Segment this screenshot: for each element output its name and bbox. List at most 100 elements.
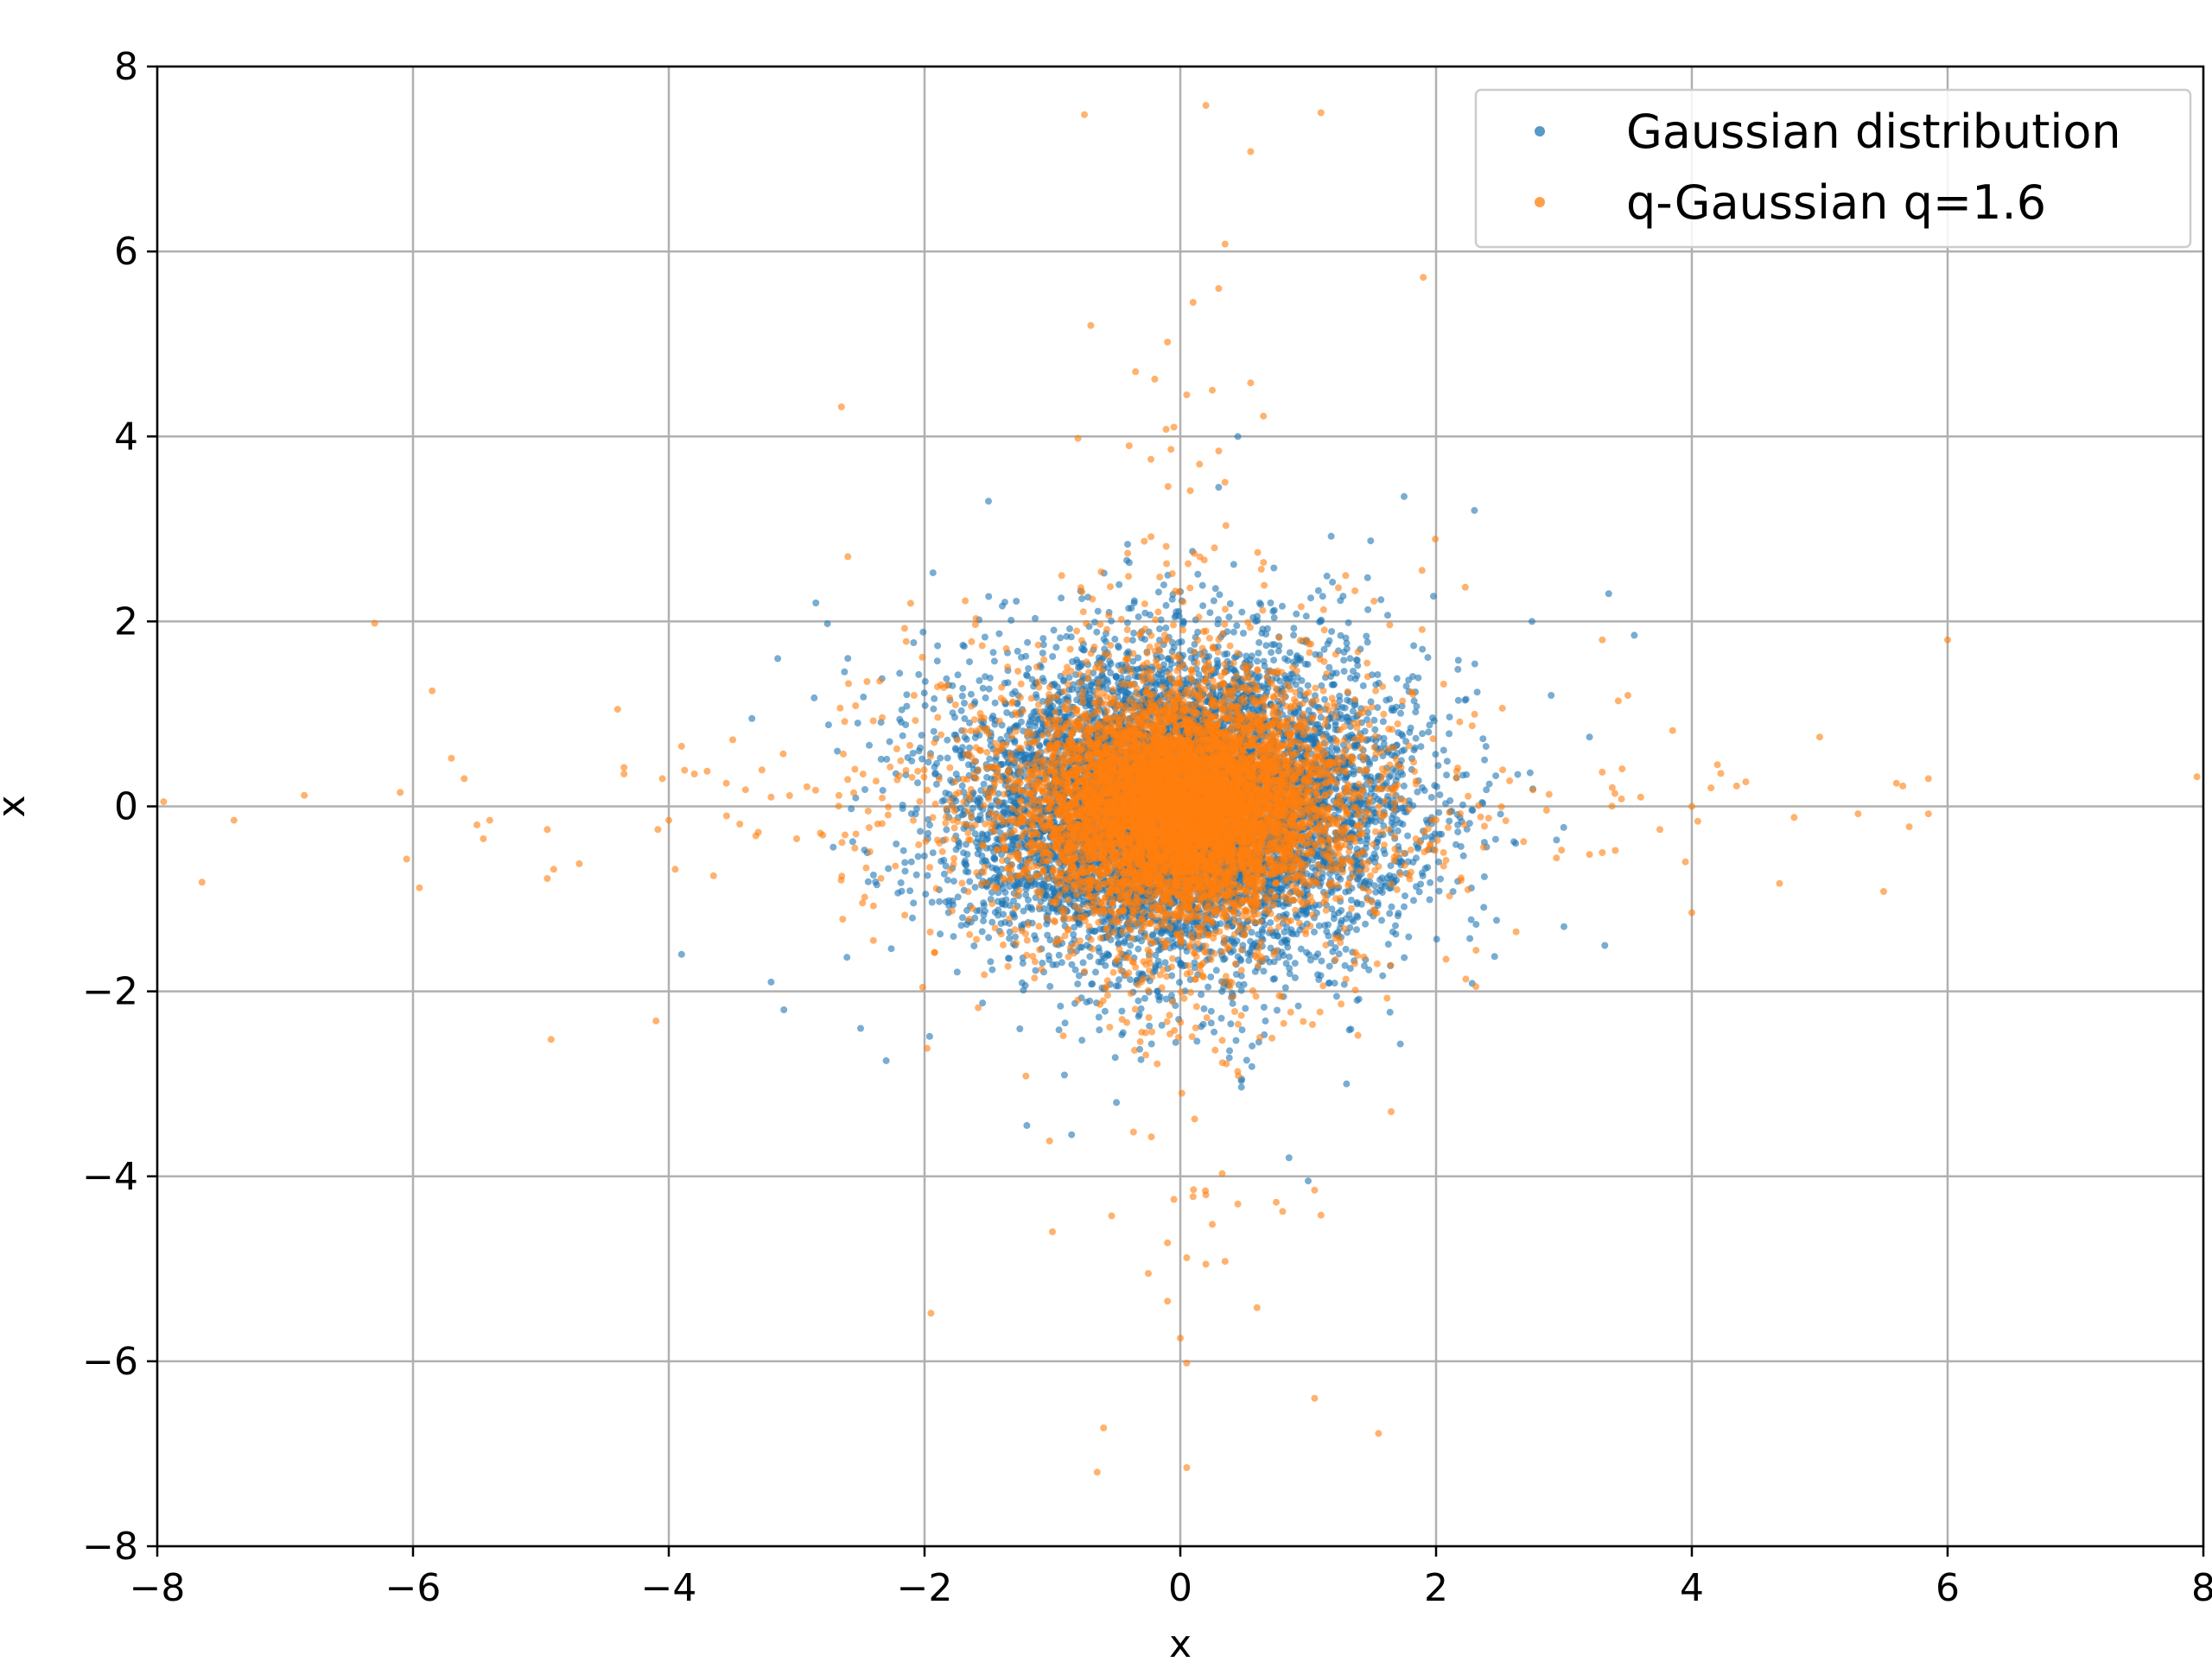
gaussian-point [1006,935,1013,942]
gaussian-point [1078,1037,1085,1044]
gaussian-point [902,868,909,875]
gaussian-point [1436,791,1443,798]
gaussian-point [1080,959,1087,966]
gaussian-point [1305,661,1312,668]
gaussian-point [893,841,899,847]
gaussian-point [1230,561,1237,568]
gaussian-point [1275,648,1282,655]
gaussian-point [1084,999,1090,1005]
gaussian-point [982,695,989,701]
gaussian-point [925,830,931,837]
gaussian-point [934,643,941,650]
gaussian-point [1208,1008,1215,1015]
gaussian-point [998,920,1005,927]
gaussian-point [1497,810,1504,817]
gaussian-point [919,629,926,636]
gaussian-point [1364,606,1371,613]
gaussian-point [1333,993,1340,999]
gaussian-point [959,642,966,649]
gaussian-point [921,853,928,860]
gaussian-point [976,677,982,684]
gaussian-point [861,786,868,793]
gaussian-point [1416,888,1423,895]
gaussian-point [1226,1047,1233,1054]
gaussian-point [1207,974,1214,980]
gaussian-point [1058,594,1065,601]
gaussian-point [1419,870,1426,877]
gaussian-point [944,737,950,744]
gaussian-point [966,879,973,885]
gaussian-point [1328,533,1335,540]
gaussian-point [1553,836,1560,843]
gaussian-point [1428,794,1435,801]
gaussian-point [1199,602,1206,609]
gaussian-point [1419,646,1426,653]
gaussian-point [1243,1056,1250,1063]
gaussian-point [1020,908,1027,915]
gaussian-point [1213,967,1220,974]
gaussian-point [1270,976,1277,983]
gaussian-point [1483,786,1490,793]
gaussian-point [1481,757,1488,764]
gaussian-point [972,884,979,891]
gaussian-point [929,899,936,906]
gaussian-point [1385,941,1392,948]
gaussian-point [841,669,848,676]
gaussian-point [1303,949,1310,956]
gaussian-point [1282,984,1289,991]
gaussian-point [959,783,966,790]
gaussian-point [1245,957,1252,964]
gaussian-point [1425,728,1432,735]
gaussian-point [1354,997,1361,1004]
gaussian-point [1262,1018,1269,1024]
gaussian-point [1107,669,1114,676]
gaussian-point [1163,996,1170,1003]
gaussian-point [1124,619,1131,626]
gaussian-point [963,736,970,743]
gaussian-point [1007,617,1014,624]
gaussian-point [1240,630,1247,637]
gaussian-point [1427,897,1433,904]
gaussian-point [1242,1005,1249,1012]
gaussian-point [1173,612,1179,619]
gaussian-point [1346,1026,1353,1033]
gaussian-point [1271,614,1278,621]
gaussian-point [1443,771,1450,778]
gaussian-point [1155,588,1162,595]
gaussian-point [1384,612,1391,618]
gaussian-point [1049,653,1056,660]
gaussian-point [1102,1008,1109,1015]
gaussian-point [1061,1072,1068,1079]
gaussian-point [1515,771,1522,778]
gaussian-point [986,686,993,693]
gaussian-point [1074,980,1081,987]
gaussian-point [1363,633,1370,640]
gaussian-point [918,732,925,739]
gaussian-point [1001,889,1008,896]
gaussian-point [1176,979,1183,986]
gaussian-point [1180,618,1187,625]
gaussian-point [1116,976,1122,983]
gaussian-point [1131,598,1138,605]
gaussian-point [830,844,836,851]
gaussian-point [1433,936,1440,942]
gaussian-point [1198,991,1205,998]
gaussian-point [1238,609,1245,616]
gaussian-point [1051,627,1058,634]
gaussian-point [1255,650,1262,657]
gaussian-point [1199,582,1206,589]
gaussian-point [1039,960,1046,967]
gaussian-point [922,702,929,709]
gaussian-point [1205,984,1211,991]
gaussian-point [980,899,987,906]
gaussian-point [824,620,831,627]
gaussian-point [1471,661,1478,668]
gaussian-point [1268,649,1274,656]
gaussian-point [902,721,909,728]
gaussian-point [865,879,872,885]
gaussian-point [1380,718,1387,725]
gaussian-point [976,907,983,914]
gaussian-point [1078,595,1085,602]
gaussian-point [1093,629,1100,636]
